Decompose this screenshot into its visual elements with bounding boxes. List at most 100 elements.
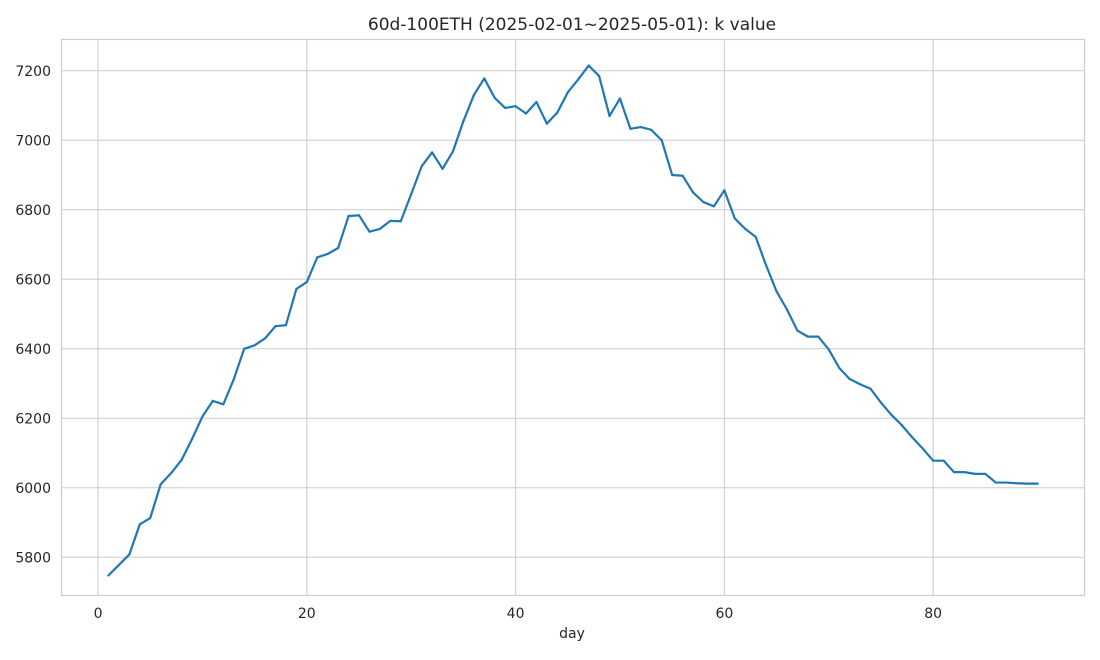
x-tick-label: 40	[507, 606, 525, 622]
data-point	[733, 217, 736, 220]
data-point	[514, 105, 517, 108]
data-point	[274, 325, 277, 328]
y-tick-label: 6200	[15, 411, 51, 427]
x-axis-ticks: 0 20 40 60 80	[94, 606, 942, 622]
data-point	[451, 150, 455, 153]
grid	[61, 39, 1085, 596]
y-tick-label: 7200	[15, 64, 51, 80]
data-point	[326, 252, 329, 256]
data-point	[629, 127, 632, 130]
data-point	[681, 174, 684, 177]
data-point	[796, 329, 799, 332]
data-point	[1005, 481, 1008, 484]
data-point	[430, 151, 434, 154]
data-point	[754, 235, 757, 238]
y-tick-label: 6000	[15, 481, 51, 497]
data-point	[963, 471, 966, 474]
data-point	[493, 96, 496, 99]
data-point	[921, 447, 924, 450]
series-line-0	[107, 64, 1039, 577]
data-point	[973, 472, 976, 475]
data-point	[744, 227, 747, 230]
data-point	[201, 415, 204, 418]
data-point	[598, 74, 601, 78]
data-point	[618, 97, 622, 100]
data-point	[316, 256, 319, 259]
data-point	[765, 264, 768, 267]
data-point	[357, 214, 361, 217]
data-point	[890, 413, 893, 416]
x-axis-label: day	[559, 626, 585, 642]
data-point	[368, 230, 371, 233]
y-tick-label: 6400	[15, 342, 51, 358]
data-point	[389, 219, 392, 222]
data-point	[190, 438, 194, 441]
data-point	[441, 167, 444, 170]
data-point	[337, 246, 340, 250]
data-point	[942, 459, 945, 462]
x-tick-label: 80	[924, 606, 942, 622]
data-point	[723, 189, 726, 192]
data-point	[650, 128, 653, 131]
data-point	[524, 112, 528, 115]
data-point	[858, 383, 862, 386]
data-point	[712, 205, 716, 208]
data-point	[347, 214, 350, 218]
data-point	[410, 193, 413, 196]
data-point	[462, 120, 465, 123]
y-tick-label: 7000	[15, 133, 51, 149]
data-point	[117, 563, 121, 567]
data-point	[608, 114, 611, 118]
data-point	[911, 436, 914, 439]
data-point	[483, 77, 486, 80]
data-point	[671, 173, 674, 177]
data-point	[1025, 482, 1029, 485]
data-point	[952, 471, 956, 474]
data-point	[932, 459, 935, 462]
y-tick-label: 5800	[15, 550, 51, 566]
data-point	[817, 335, 820, 338]
data-point	[107, 574, 110, 577]
data-point	[305, 280, 308, 284]
data-point	[295, 287, 298, 291]
data-point	[211, 399, 214, 402]
data-point	[984, 472, 987, 475]
data-point	[806, 335, 809, 338]
data-point	[691, 191, 695, 194]
data-point	[243, 347, 246, 350]
data-point	[399, 220, 402, 223]
data-point	[994, 481, 997, 484]
data-point	[263, 337, 267, 340]
data-point	[180, 458, 183, 462]
data-point	[775, 290, 778, 293]
data-point	[577, 78, 580, 81]
data-point	[869, 387, 872, 390]
data-point	[1015, 482, 1018, 485]
y-tick-label: 6600	[15, 272, 51, 288]
y-tick-label: 6800	[15, 203, 51, 219]
data-point	[785, 308, 789, 311]
x-tick-label: 20	[298, 606, 316, 622]
data-point	[556, 111, 559, 114]
data-point	[253, 344, 256, 347]
data-point	[128, 553, 131, 556]
data-point	[1036, 482, 1039, 485]
data-point	[138, 523, 141, 526]
x-tick-label: 0	[94, 606, 103, 622]
data-point	[879, 401, 883, 404]
data-point	[838, 366, 841, 369]
y-axis-ticks: 5800 6000 6200 6400 6600 6800 7000 7200	[15, 64, 51, 567]
data-point	[170, 472, 173, 475]
data-point	[660, 139, 663, 142]
data-point	[827, 348, 830, 351]
series-layer	[107, 64, 1039, 577]
data-point	[159, 483, 162, 486]
data-point	[702, 201, 705, 204]
x-tick-label: 60	[715, 606, 733, 622]
data-point	[149, 516, 152, 520]
data-point	[639, 125, 642, 129]
data-point	[378, 227, 381, 230]
data-point	[535, 100, 538, 104]
data-point	[900, 424, 903, 427]
